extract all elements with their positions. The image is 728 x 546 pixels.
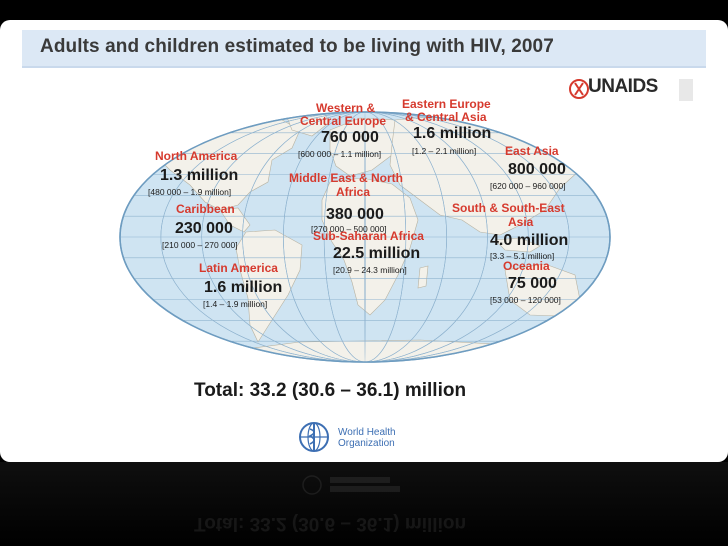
- title-bar: Adults and children estimated to be livi…: [22, 30, 706, 68]
- region-east-asia-value: 800 000: [508, 161, 566, 178]
- region-sub-saharan-africa-name: Sub-Saharan Africa: [313, 229, 424, 243]
- who-line-2: Organization: [338, 438, 395, 449]
- region-caribbean-value: 230 000: [175, 220, 233, 237]
- unaids-logo-text: UNAIDS: [588, 76, 658, 97]
- region-latin-america-name: Latin America: [199, 261, 278, 275]
- africa-land: [321, 177, 419, 316]
- region-east-asia-name: East Asia: [505, 144, 559, 158]
- region-middle-east-range: [270 000 – 500 000]: [311, 224, 387, 234]
- region-western-europe-value: 760 000: [321, 129, 379, 146]
- central-america-land: [219, 207, 251, 233]
- region-eastern-europe-range: [1.2 – 2.1 million]: [412, 146, 477, 156]
- region-sub-saharan-africa-value: 22.5 million: [333, 245, 421, 262]
- region-western-europe-name-1: Western &: [316, 101, 376, 115]
- region-south-asia-name-2: Asia: [508, 215, 534, 229]
- slide: Adults and children estimated to be livi…: [0, 20, 728, 462]
- region-caribbean-range: [210 000 – 270 000]: [162, 240, 238, 250]
- who-logo-text: World Health Organization: [338, 427, 396, 449]
- region-western-europe-range: [600 000 – 1.1 million]: [298, 149, 382, 159]
- who-line-1: World Health: [338, 427, 396, 438]
- who-emblem-icon: [299, 422, 329, 452]
- region-eastern-europe-name-1: Eastern Europe: [402, 97, 491, 111]
- region-oceania-range: [53 000 – 120 000]: [490, 295, 561, 305]
- region-western-europe-name-2: Central Europe: [300, 114, 387, 128]
- region-middle-east-value: 380 000: [326, 206, 384, 223]
- region-sub-saharan-africa-range: [20.9 – 24.3 million]: [333, 265, 407, 275]
- region-north-america-name: North America: [155, 149, 238, 163]
- region-south-asia-name-1: South & South-East: [452, 201, 565, 215]
- madagascar-land: [417, 265, 429, 289]
- region-south-asia-range: [3.3 – 5.1 million]: [490, 251, 555, 261]
- europe-land: [329, 117, 401, 177]
- region-latin-america-range: [1.4 – 1.9 million]: [203, 299, 268, 309]
- slide-reflection: Total: 33.2 (30.6 – 36.1) million: [0, 462, 728, 546]
- region-eastern-europe-value: 1.6 million: [413, 125, 492, 142]
- unaids-logo: [569, 79, 693, 101]
- region-north-america-value: 1.3 million: [160, 167, 239, 184]
- reflection-who-icon: [302, 475, 400, 495]
- southeast-asia-islands: [494, 237, 541, 253]
- world-map: [119, 111, 611, 363]
- region-north-america-range: [480 000 – 1.9 million]: [148, 187, 232, 197]
- region-south-asia-value: 4.0 million: [490, 232, 569, 249]
- region-middle-east-name-2: Africa: [336, 185, 371, 199]
- region-middle-east-name-1: Middle East & North: [289, 171, 404, 185]
- region-oceania-value: 75 000: [508, 275, 557, 292]
- region-east-asia-range: [620 000 – 960 000]: [490, 181, 566, 191]
- region-caribbean-name: Caribbean: [176, 202, 235, 216]
- region-eastern-europe-name-2: & Central Asia: [405, 110, 487, 124]
- reflection-total: Total: 33.2 (30.6 – 36.1) million: [194, 513, 467, 534]
- page-title: Adults and children estimated to be livi…: [40, 36, 554, 57]
- region-oceania-name: Oceania: [503, 259, 550, 273]
- new-zealand-land: [591, 309, 603, 329]
- region-latin-america-value: 1.6 million: [204, 279, 283, 296]
- total-estimate: Total: 33.2 (30.6 – 36.1) million: [194, 380, 467, 401]
